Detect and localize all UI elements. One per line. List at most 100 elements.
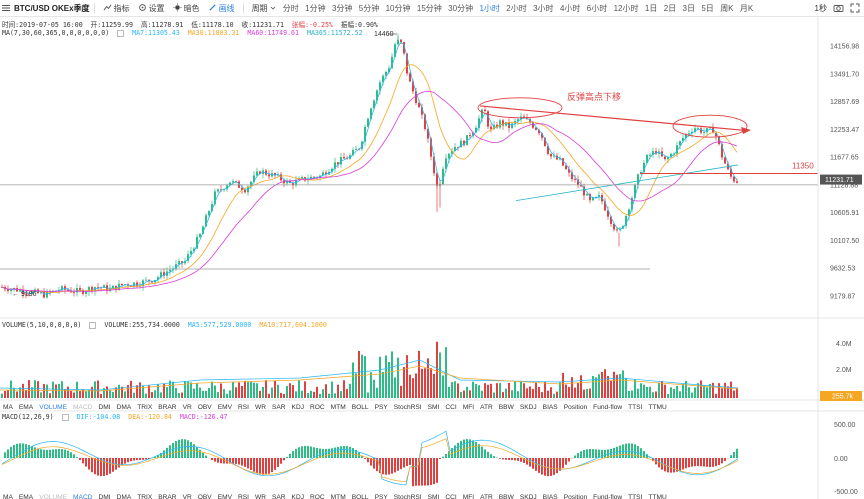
macd-label[interactable]: MACD(12,26,9) bbox=[2, 413, 54, 421]
indicator-tab-volume[interactable]: VOLUME bbox=[39, 403, 68, 411]
indicator-tab-position[interactable]: Position bbox=[563, 493, 588, 499]
indicator-tab-smi[interactable]: SMI bbox=[427, 403, 440, 411]
interval-8[interactable]: 2小时 bbox=[506, 3, 527, 13]
indicator-tab-roc[interactable]: ROC bbox=[310, 403, 325, 411]
indicator-tab-trix[interactable]: TRIX bbox=[137, 403, 153, 411]
indicator-tab-bias[interactable]: BIAS bbox=[542, 403, 558, 411]
interval-17[interactable]: 周K bbox=[720, 3, 734, 13]
interval-11[interactable]: 6小时 bbox=[586, 3, 608, 13]
indicator-tab-ema[interactable]: EMA bbox=[18, 403, 34, 411]
interval-18[interactable]: 月K bbox=[739, 3, 754, 13]
indicator-tab-cci[interactable]: CCI bbox=[445, 403, 457, 411]
interval-9[interactable]: 3小时 bbox=[533, 3, 554, 13]
indicator-tab-dma[interactable]: DMA bbox=[116, 493, 132, 499]
indicator-tab-mtm[interactable]: MTM bbox=[330, 493, 346, 499]
indicator-tab-dma[interactable]: DMA bbox=[116, 403, 132, 411]
interval-2[interactable]: 3分钟 bbox=[331, 3, 353, 13]
indicator-tab-ma[interactable]: MA bbox=[3, 493, 13, 499]
interval-1[interactable]: 1分钟 bbox=[305, 3, 326, 13]
indicator-tab-stochrsi[interactable]: StochRSI bbox=[393, 403, 422, 411]
indicator-tab-boll[interactable]: BOLL bbox=[351, 493, 369, 499]
interval-14[interactable]: 2日 bbox=[663, 3, 677, 13]
fullscreen-icon[interactable] bbox=[850, 3, 860, 15]
indicator-tab-ttmu[interactable]: TTMU bbox=[648, 403, 667, 411]
interval-6[interactable]: 30分钟 bbox=[448, 3, 474, 13]
indicator-tab-psy[interactable]: PSY bbox=[374, 493, 388, 499]
ma-label[interactable]: MA(7,30,60,365,0,0,0,0,0,0) bbox=[2, 29, 110, 37]
indicators-button[interactable]: 指标 bbox=[99, 0, 134, 17]
indicator-tab-obv[interactable]: OBV bbox=[197, 403, 212, 411]
indicator-tab-atr[interactable]: ATR bbox=[480, 493, 493, 499]
volume-label[interactable]: VOLUME(5,10,0,0,0,0) bbox=[2, 321, 82, 329]
interval-12[interactable]: 12小时 bbox=[613, 3, 639, 13]
indicator-tab-smi[interactable]: SMI bbox=[427, 493, 440, 499]
indicator-tab-wr[interactable]: WR bbox=[254, 403, 266, 411]
candle-body bbox=[706, 128, 708, 133]
ma-settings-checkbox[interactable] bbox=[117, 29, 125, 37]
indicator-tab-mfi[interactable]: MFI bbox=[462, 403, 475, 411]
indicator-tab-brar[interactable]: BRAR bbox=[158, 493, 177, 499]
indicator-tab-position[interactable]: Position bbox=[563, 403, 588, 411]
indicator-tab-bbw[interactable]: BBW bbox=[498, 403, 514, 411]
camera-icon[interactable] bbox=[833, 3, 844, 15]
indicator-tab-atr[interactable]: ATR bbox=[480, 403, 493, 411]
volume-settings-checkbox[interactable] bbox=[89, 321, 97, 329]
indicator-tab-brar[interactable]: BRAR bbox=[158, 403, 177, 411]
indicator-tab-sar[interactable]: SAR bbox=[271, 403, 286, 411]
indicator-tab-skdj[interactable]: SKDJ bbox=[519, 403, 537, 411]
indicator-tab-trix[interactable]: TRIX bbox=[137, 493, 153, 499]
indicator-tab-macd[interactable]: MACD bbox=[73, 493, 93, 499]
indicator-tab-sar[interactable]: SAR bbox=[271, 493, 286, 499]
interval-4[interactable]: 10分钟 bbox=[385, 3, 411, 13]
indicator-tab-wr[interactable]: WR bbox=[254, 493, 266, 499]
indicator-tab-ttmu[interactable]: TTMU bbox=[648, 493, 667, 499]
indicator-tab-volume[interactable]: VOLUME bbox=[39, 493, 68, 499]
indicator-tab-boll[interactable]: BOLL bbox=[351, 403, 369, 411]
indicator-tab-rsi[interactable]: RSI bbox=[237, 493, 249, 499]
refresh-interval-label[interactable]: 1秒 bbox=[814, 4, 827, 13]
indicator-tab-macd[interactable]: MACD bbox=[73, 403, 93, 411]
indicator-tab-psy[interactable]: PSY bbox=[374, 403, 388, 411]
indicator-tab-emv[interactable]: EMV bbox=[217, 493, 232, 499]
indicator-tab-dmi[interactable]: DMI bbox=[98, 493, 111, 499]
indicator-tab-fund-flow[interactable]: Fund-flow bbox=[593, 403, 623, 411]
indicator-tab-roc[interactable]: ROC bbox=[310, 493, 325, 499]
indicator-tab-emv[interactable]: EMV bbox=[217, 403, 232, 411]
indicator-tab-cci[interactable]: CCI bbox=[445, 493, 457, 499]
interval-7[interactable]: 1小时 bbox=[479, 3, 500, 13]
indicator-tab-skdj[interactable]: SKDJ bbox=[519, 493, 537, 499]
indicator-tab-vr[interactable]: VR bbox=[182, 493, 192, 499]
theme-button[interactable]: 暗色 bbox=[169, 0, 204, 17]
interval-16[interactable]: 5日 bbox=[701, 3, 714, 13]
interval-13[interactable]: 1日 bbox=[644, 3, 658, 13]
indicator-tab-dmi[interactable]: DMI bbox=[98, 403, 111, 411]
interval-3[interactable]: 5分钟 bbox=[358, 3, 380, 13]
settings-button[interactable]: 设置 bbox=[134, 0, 169, 17]
macd-settings-checkbox[interactable] bbox=[61, 413, 69, 421]
indicator-tab-ma[interactable]: MA bbox=[3, 403, 13, 411]
indicator-tab-kdj[interactable]: KDJ bbox=[291, 403, 305, 411]
interval-15[interactable]: 3日 bbox=[682, 3, 695, 13]
menu-icon[interactable] bbox=[0, 2, 12, 14]
indicator-tab-ttsi[interactable]: TTSI bbox=[628, 493, 643, 499]
indicator-tab-bias[interactable]: BIAS bbox=[542, 493, 558, 499]
indicator-tab-vr[interactable]: VR bbox=[182, 403, 192, 411]
indicator-tab-fund-flow[interactable]: Fund-flow bbox=[593, 493, 623, 499]
indicator-tab-stochrsi[interactable]: StochRSI bbox=[393, 493, 422, 499]
indicator-tab-mfi[interactable]: MFI bbox=[462, 493, 475, 499]
candle-body bbox=[580, 185, 582, 187]
indicator-tab-obv[interactable]: OBV bbox=[197, 493, 212, 499]
indicator-tab-ema[interactable]: EMA bbox=[18, 493, 34, 499]
indicator-tab-rsi[interactable]: RSI bbox=[237, 403, 249, 411]
indicator-tab-mtm[interactable]: MTM bbox=[330, 403, 346, 411]
interval-10[interactable]: 4小时 bbox=[559, 3, 581, 13]
interval-5[interactable]: 15分钟 bbox=[416, 3, 442, 13]
draw-button[interactable]: 画线 bbox=[204, 0, 239, 17]
indicator-tab-kdj[interactable]: KDJ bbox=[291, 493, 305, 499]
candle-body bbox=[622, 225, 624, 229]
indicator-tab-bbw[interactable]: BBW bbox=[498, 493, 514, 499]
interval-0[interactable]: 分时 bbox=[282, 3, 299, 13]
period-dropdown[interactable]: 周期 bbox=[248, 0, 280, 17]
indicator-tab-ttsi[interactable]: TTSI bbox=[628, 403, 643, 411]
